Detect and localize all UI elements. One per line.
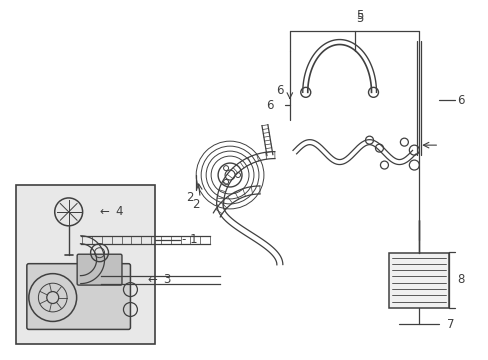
Text: 5: 5: [355, 12, 363, 25]
Text: 2: 2: [192, 198, 200, 211]
Bar: [16, 185, 155, 345]
Text: - 1: - 1: [182, 233, 198, 246]
Text: 5: 5: [355, 9, 363, 22]
FancyBboxPatch shape: [77, 254, 122, 285]
Text: 6: 6: [456, 94, 464, 107]
Text: 7: 7: [447, 318, 454, 331]
Bar: [388, 253, 448, 307]
Text: 2: 2: [186, 192, 194, 204]
Text: 6: 6: [276, 84, 283, 97]
Text: $\leftarrow$ 4: $\leftarrow$ 4: [96, 205, 123, 219]
Text: 8: 8: [456, 273, 464, 286]
FancyBboxPatch shape: [27, 264, 130, 329]
Text: 6: 6: [265, 99, 273, 112]
Text: $\leftarrow$ 3: $\leftarrow$ 3: [145, 273, 172, 286]
